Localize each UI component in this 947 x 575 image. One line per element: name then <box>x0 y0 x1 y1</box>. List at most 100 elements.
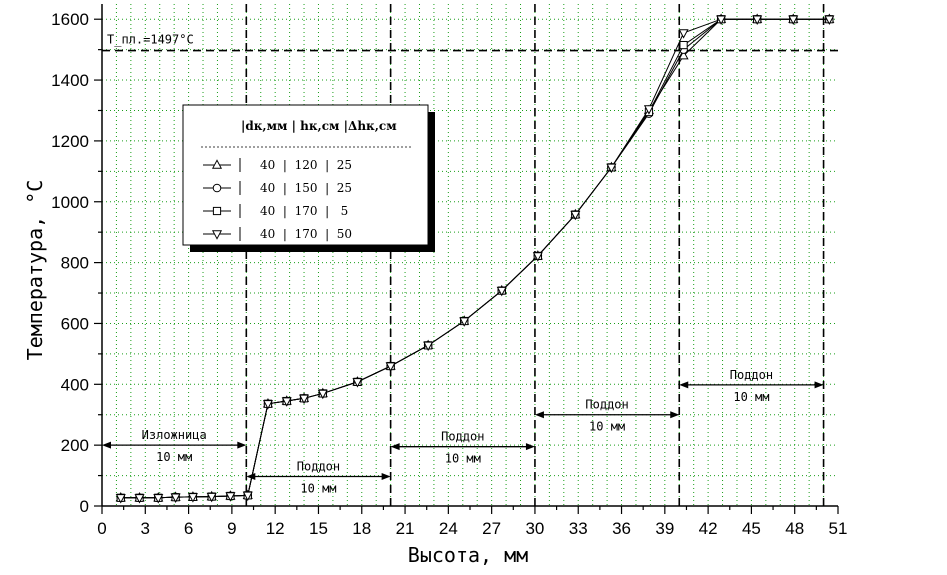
data-point <box>459 317 470 327</box>
data-point <box>532 252 543 262</box>
region-size-label: 10 мм <box>733 390 769 404</box>
region-label: Изложница <box>142 428 207 442</box>
data-point <box>570 210 581 221</box>
region-size-label: 10 мм <box>300 481 336 495</box>
data-point <box>225 492 236 502</box>
x-tick-label: 51 <box>829 519 848 538</box>
legend-swatch-marker <box>212 183 222 193</box>
y-tick-label: 1600 <box>51 10 89 29</box>
x-tick-label: 33 <box>569 519 588 538</box>
data-point <box>206 492 217 503</box>
data-point <box>643 105 654 115</box>
x-tick-label: 42 <box>699 519 718 538</box>
grid <box>102 4 838 506</box>
data-point <box>678 29 689 39</box>
x-tick-label: 18 <box>352 519 371 538</box>
series-triangle-up <box>115 13 835 502</box>
region-label: Поддон <box>730 368 773 382</box>
legend-box <box>182 104 429 246</box>
x-tick-label: 6 <box>184 519 193 538</box>
region-size-label: 10 мм <box>156 450 192 464</box>
melting-point-line: T_пл.=1497°С <box>102 33 838 52</box>
data-point <box>423 341 434 352</box>
legend-entry-text: 40 | 150 | 25 <box>260 181 352 195</box>
data-point <box>788 15 799 25</box>
y-tick-label: 1400 <box>51 71 89 90</box>
region-arrowhead-right <box>525 443 535 451</box>
legend: |dк,мм | hк,см |Δhк,см 40 | 120 | 25 40 | … <box>182 104 435 252</box>
x-tick-label: 30 <box>525 519 544 538</box>
x-tick-label: 39 <box>655 519 674 538</box>
data-point <box>170 493 181 503</box>
data-point <box>752 15 763 25</box>
x-tick-label: 24 <box>439 519 458 538</box>
region-arrowhead-right <box>814 381 824 389</box>
y-tick-label: 1000 <box>51 193 89 212</box>
x-tick-label: 45 <box>742 519 761 538</box>
legend-entry-text: 40 | 170 | 50 <box>260 227 352 241</box>
data-point <box>317 389 328 400</box>
data-point <box>299 394 310 405</box>
data-point <box>716 15 727 25</box>
data-point <box>242 491 253 502</box>
region-arrowhead-left <box>102 441 111 449</box>
legend-entry-text: 40 | 170 | 5 <box>260 204 348 218</box>
x-tick-label: 0 <box>97 519 106 538</box>
data-point <box>281 397 292 407</box>
reference-line-label: T_пл.=1497°С <box>107 33 194 47</box>
y-axis-title: Температура, °С <box>23 180 47 361</box>
region-size-label: 10 мм <box>445 452 481 466</box>
legend-swatch-marker <box>212 206 222 216</box>
y-tick-label: 800 <box>61 254 89 273</box>
region-dividers <box>245 4 825 506</box>
x-tick-label: 48 <box>785 519 804 538</box>
series-line <box>120 18 830 499</box>
y-tick-label: 600 <box>61 314 89 333</box>
series-group <box>115 13 835 504</box>
x-tick-label: 12 <box>266 519 285 538</box>
series-line <box>120 18 830 499</box>
region-arrowhead-left <box>390 443 400 451</box>
data-point <box>262 400 273 410</box>
data-point <box>606 163 617 174</box>
series-line <box>120 18 830 499</box>
region-arrowhead-left <box>246 472 256 480</box>
region-annotations: Изложница 10 мм Поддон 10 мм Поддон 10 мм Подд… <box>102 368 824 495</box>
data-point <box>679 40 688 50</box>
x-tick-label: 9 <box>227 519 236 538</box>
axes: 0 3 6 9 12 15 18 21 24 27 30 33 36 39 42 45 48 5102004006… <box>51 4 847 538</box>
region-arrowhead-left <box>534 411 544 419</box>
region-arrowhead-left <box>679 381 689 389</box>
region-label: Поддон <box>441 430 484 444</box>
data-point <box>678 49 689 60</box>
legend-header: |dк,мм | hк,см |Δhк,см <box>241 119 397 133</box>
data-point <box>153 494 164 504</box>
data-point <box>824 15 835 25</box>
series-circle <box>116 14 834 503</box>
y-tick-label: 400 <box>61 375 89 394</box>
legend-swatch-marker <box>211 159 223 169</box>
data-point <box>115 494 126 504</box>
data-point <box>385 362 396 372</box>
region-size-label: 10 мм <box>589 420 625 434</box>
series-line <box>120 18 830 499</box>
series-square <box>116 15 834 502</box>
x-tick-label: 27 <box>482 519 501 538</box>
y-tick-label: 0 <box>80 497 89 516</box>
region-label: Поддон <box>297 459 340 473</box>
x-tick-label: 15 <box>309 519 328 538</box>
legend-swatch-marker <box>211 230 223 240</box>
series-triangle-down <box>115 15 835 504</box>
region-label: Поддон <box>585 398 628 412</box>
x-tick-label: 21 <box>396 519 415 538</box>
region-arrowhead-right <box>670 411 680 419</box>
region-arrowhead-right <box>237 441 247 449</box>
data-point <box>134 494 145 504</box>
data-point <box>187 493 198 503</box>
y-tick-label: 1200 <box>51 132 89 151</box>
x-tick-label: 36 <box>612 519 631 538</box>
legend-entry-text: 40 | 120 | 25 <box>260 158 352 172</box>
region-arrowhead-right <box>381 472 391 480</box>
y-tick-label: 200 <box>61 436 89 455</box>
